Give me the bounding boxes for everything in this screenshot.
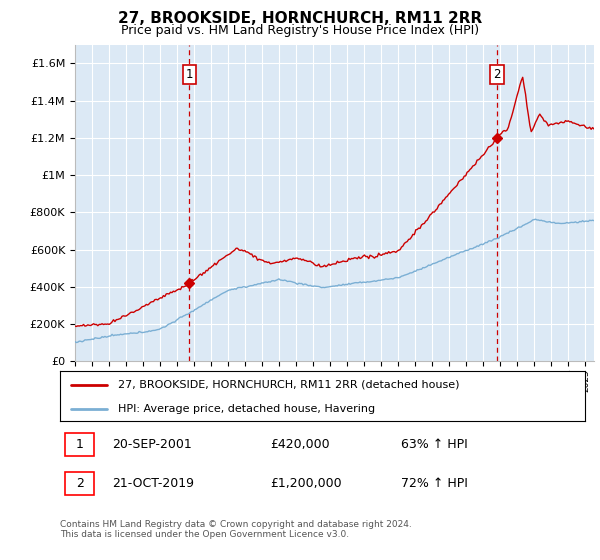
Text: 72% ↑ HPI: 72% ↑ HPI (401, 477, 468, 490)
Text: 63% ↑ HPI: 63% ↑ HPI (401, 438, 468, 451)
Text: 20-SEP-2001: 20-SEP-2001 (113, 438, 192, 451)
Text: 2: 2 (493, 68, 501, 81)
FancyBboxPatch shape (65, 472, 94, 495)
FancyBboxPatch shape (65, 433, 94, 456)
Text: 2: 2 (76, 477, 83, 490)
Text: Price paid vs. HM Land Registry's House Price Index (HPI): Price paid vs. HM Land Registry's House … (121, 24, 479, 36)
Text: 1: 1 (185, 68, 193, 81)
Text: Contains HM Land Registry data © Crown copyright and database right 2024.
This d: Contains HM Land Registry data © Crown c… (60, 520, 412, 539)
Text: HPI: Average price, detached house, Havering: HPI: Average price, detached house, Have… (118, 404, 375, 413)
Text: 27, BROOKSIDE, HORNCHURCH, RM11 2RR: 27, BROOKSIDE, HORNCHURCH, RM11 2RR (118, 11, 482, 26)
Text: £420,000: £420,000 (270, 438, 329, 451)
Text: 21-OCT-2019: 21-OCT-2019 (113, 477, 194, 490)
Text: 1: 1 (76, 438, 83, 451)
Text: £1,200,000: £1,200,000 (270, 477, 341, 490)
Text: 27, BROOKSIDE, HORNCHURCH, RM11 2RR (detached house): 27, BROOKSIDE, HORNCHURCH, RM11 2RR (det… (118, 380, 459, 390)
